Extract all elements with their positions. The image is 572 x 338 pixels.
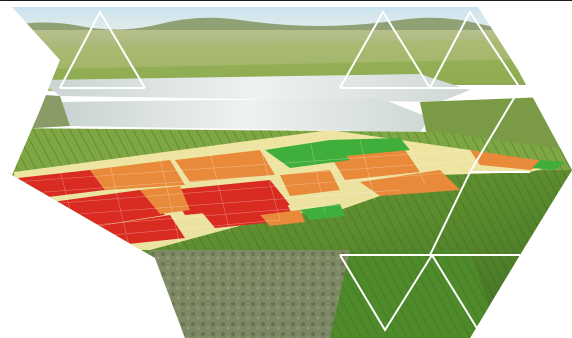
triangle-top-right-b: [429, 10, 521, 89]
top-divider-line: [0, 0, 572, 1]
moderate-zone: [90, 150, 550, 226]
healthy-zone: [265, 138, 565, 220]
triangle-bottom-a: [339, 254, 433, 332]
triangle-lattice: [59, 9, 530, 332]
triangle-bottom-b: [431, 254, 479, 331]
flooded-paddy-upper: [40, 74, 470, 102]
triangle-top-left: [59, 9, 146, 89]
flooded-paddy-lower: [60, 98, 430, 132]
muddy-plot: [150, 250, 360, 338]
triangle-top-right-a: [339, 10, 431, 89]
